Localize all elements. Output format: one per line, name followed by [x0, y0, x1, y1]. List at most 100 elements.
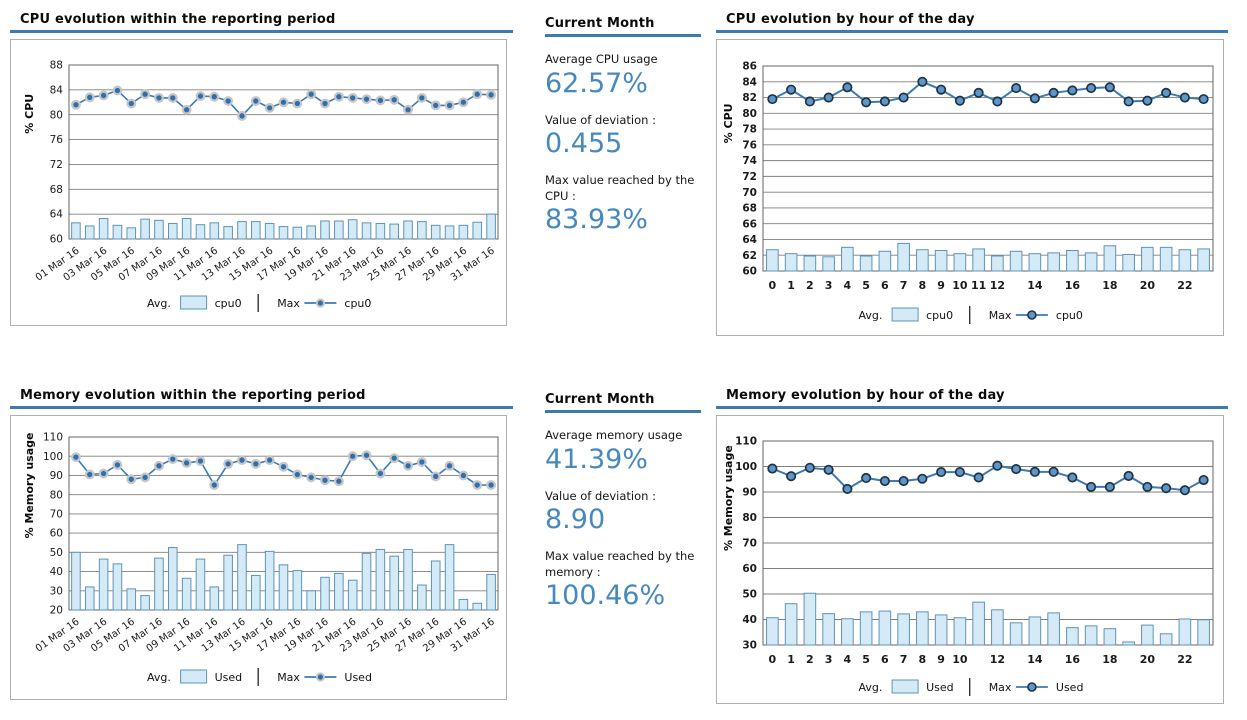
svg-text:Avg.: Avg.	[859, 309, 883, 322]
svg-text:84: 84	[50, 84, 64, 96]
title-underline	[10, 406, 513, 409]
svg-text:40: 40	[50, 566, 63, 578]
svg-text:18: 18	[1102, 279, 1117, 292]
svg-text:6: 6	[881, 653, 889, 666]
svg-text:% CPU: % CPU	[23, 94, 36, 134]
svg-text:90: 90	[742, 487, 757, 499]
svg-text:40: 40	[742, 614, 757, 626]
svg-text:30: 30	[50, 585, 63, 597]
svg-text:16: 16	[1065, 653, 1081, 666]
mem-period-chart-box: 20 30 40 50 60 70 80 90 100 110% Memory usage 01 M…	[10, 415, 507, 700]
svg-text:70: 70	[742, 538, 757, 550]
svg-text:% Memory usage: % Memory usage	[722, 445, 735, 551]
svg-text:5: 5	[862, 653, 870, 666]
svg-text:22: 22	[1177, 653, 1192, 666]
svg-text:80: 80	[50, 109, 63, 121]
svg-text:cpu0: cpu0	[1056, 309, 1083, 322]
svg-text:60: 60	[50, 234, 63, 246]
svg-text:3: 3	[825, 653, 833, 666]
svg-text:0: 0	[769, 653, 777, 666]
svg-text:7: 7	[900, 279, 908, 292]
mem-hourly-panel: Memory evolution by hour of the day 30 40…	[716, 388, 1228, 704]
memory-stats-title: Current Month	[545, 392, 655, 407]
cpu-deviation-label: Value of deviation :	[545, 112, 656, 127]
svg-text:7: 7	[900, 653, 908, 666]
svg-text:Max: Max	[277, 297, 300, 310]
cpu-hourly-chart-box: 60 62 64 66 68 70 72 74 76 78 80 82 84 86% CPU 0 1 2 3 4 5 6…	[716, 39, 1224, 336]
svg-text:Used: Used	[344, 671, 372, 684]
svg-text:12: 12	[990, 279, 1005, 292]
mem-period-title: Memory evolution within the reporting pe…	[20, 388, 366, 403]
svg-text:4: 4	[844, 279, 852, 292]
svg-text:78: 78	[742, 124, 757, 136]
svg-text:88: 88	[50, 60, 63, 72]
cpu-stats-panel: Current Month Average CPU usage 62.57% V…	[545, 16, 701, 235]
svg-text:62: 62	[742, 250, 757, 262]
svg-text:66: 66	[742, 218, 757, 230]
svg-text:16: 16	[1065, 279, 1081, 292]
svg-text:82: 82	[742, 92, 757, 104]
svg-text:cpu0: cpu0	[344, 297, 371, 310]
cpu-avg-label: Average CPU usage	[545, 52, 658, 66]
svg-text:74: 74	[742, 155, 757, 167]
memory-deviation-value: 8.90	[545, 504, 606, 536]
svg-text:22: 22	[1177, 279, 1192, 292]
svg-text:86: 86	[742, 61, 757, 73]
svg-text:10: 10	[952, 653, 968, 666]
svg-text:72: 72	[742, 171, 757, 183]
svg-text:Max: Max	[989, 309, 1012, 322]
svg-text:Avg.: Avg.	[147, 297, 171, 310]
svg-text:70: 70	[742, 187, 757, 199]
svg-text:8: 8	[919, 653, 927, 666]
svg-text:30: 30	[742, 640, 757, 652]
svg-text:110: 110	[43, 432, 63, 444]
svg-text:20: 20	[1140, 653, 1156, 666]
svg-text:5: 5	[862, 279, 870, 292]
svg-text:Avg.: Avg.	[147, 671, 171, 684]
cpu-avg-value: 62.57%	[545, 67, 648, 99]
cpu-max-value: 83.93%	[545, 204, 648, 236]
memory-avg-value: 41.39%	[545, 443, 648, 475]
svg-text:Avg.: Avg.	[859, 681, 883, 694]
cpu-period-chart-box: 60 64 68 72 76 80 84 88% CPU 01 Mar 16 03 Mar 16 0…	[10, 39, 507, 326]
svg-text:68: 68	[742, 203, 757, 215]
svg-text:% CPU: % CPU	[722, 103, 735, 143]
svg-text:76: 76	[742, 139, 757, 151]
memory-stats-panel: Current Month Average memory usage 41.39…	[545, 392, 701, 611]
svg-text:80: 80	[742, 512, 757, 524]
svg-text:Used: Used	[215, 671, 243, 684]
title-underline	[10, 30, 513, 33]
svg-text:70: 70	[50, 508, 63, 520]
svg-text:Max: Max	[277, 671, 300, 684]
svg-text:Used: Used	[1056, 681, 1084, 694]
cpu-hourly-title: CPU evolution by hour of the day	[726, 12, 975, 27]
title-underline	[716, 406, 1228, 409]
svg-text:% Memory usage: % Memory usage	[23, 433, 36, 539]
svg-text:80: 80	[50, 489, 63, 501]
svg-text:14: 14	[1027, 653, 1043, 666]
svg-text:9: 9	[937, 279, 945, 292]
svg-text:18: 18	[1102, 653, 1117, 666]
memory-max-value: 100.46%	[545, 580, 666, 612]
svg-text:11: 11	[971, 279, 986, 292]
cpu-hourly-panel: CPU evolution by hour of the day 60 62 64 6…	[716, 12, 1228, 336]
svg-text:8: 8	[919, 279, 927, 292]
mem-period-panel: Memory evolution within the reporting pe…	[10, 388, 513, 700]
title-underline	[716, 30, 1228, 33]
svg-text:cpu0: cpu0	[926, 309, 953, 322]
svg-text:72: 72	[50, 159, 63, 171]
title-underline	[545, 410, 701, 413]
svg-text:2: 2	[806, 653, 814, 666]
memory-avg-label: Average memory usage	[545, 428, 683, 442]
svg-text:60: 60	[742, 563, 757, 575]
svg-text:76: 76	[50, 134, 64, 146]
svg-text:20: 20	[1140, 279, 1156, 292]
memory-max-label: Max value reached by the memory :	[545, 549, 695, 579]
cpu-stats-title: Current Month	[545, 16, 655, 31]
svg-text:68: 68	[50, 184, 63, 196]
mem-hourly-chart-box: 30 40 50 60 70 80 90 100 110% Memory usage 0 1 2 3 4 5…	[716, 415, 1224, 704]
